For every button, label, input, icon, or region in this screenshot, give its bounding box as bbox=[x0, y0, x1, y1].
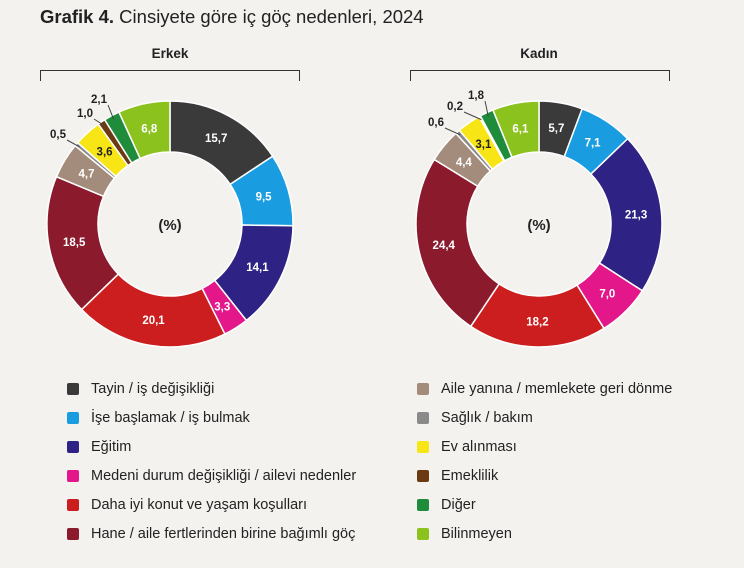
value-label-erkek-tayin-i-de-i-ikli-i: 15,7 bbox=[205, 133, 227, 145]
value-label-erkek-ev-al-nmas: 3,6 bbox=[97, 147, 113, 159]
bracket-erkek bbox=[40, 70, 300, 81]
legend-swatch bbox=[417, 411, 429, 424]
value-label-kadin-sa-l-k-bak-m: 0,6 bbox=[428, 117, 444, 129]
slice-kadin-hane-aile-fertlerinden-birine-ba-ml-g bbox=[415, 158, 501, 328]
legend-item-di-er: Diğer bbox=[417, 490, 672, 519]
value-label-erkek-di-er: 2,1 bbox=[91, 94, 108, 106]
value-label-kadin-daha-iyi-konut-ve-ya-am-ko-ullar: 18,2 bbox=[526, 316, 548, 328]
legend-label: Bilinmeyen bbox=[441, 525, 512, 542]
value-label-erkek-hane-aile-fertlerinden-birine-ba-ml-g: 18,5 bbox=[63, 237, 86, 249]
legend-swatch bbox=[67, 411, 79, 424]
legend-item-daha-iyi-konut-ve-ya-am-ko-ullar: Daha iyi konut ve yaşam koşulları bbox=[67, 490, 356, 519]
value-label-kadin-i-e-ba-lamak-i-bulmak: 7,1 bbox=[585, 138, 602, 150]
legend-label: Ev alınması bbox=[441, 438, 517, 455]
value-label-kadin-di-er: 1,8 bbox=[468, 90, 485, 102]
chart-title-text: Cinsiyete göre iç göç nedenleri, 2024 bbox=[114, 6, 424, 27]
value-label-kadin-bilinmeyen: 6,1 bbox=[512, 123, 529, 135]
value-label-erkek-bilinmeyen: 6,8 bbox=[141, 124, 158, 136]
value-label-erkek-sa-l-k-bak-m: 0,5 bbox=[50, 129, 67, 141]
legend-swatch bbox=[417, 469, 429, 482]
chart-title-bold: Grafik 4. bbox=[40, 6, 115, 27]
legend-swatch bbox=[417, 440, 429, 453]
legend-swatch bbox=[67, 469, 79, 482]
value-label-kadin-e-itim: 21,3 bbox=[625, 210, 647, 222]
value-label-erkek-aile-yan-na-memlekete-geri-d-nme: 4,7 bbox=[78, 169, 94, 181]
legend-item-medeni-durum-de-i-ikli-i-ailevi-nedenler: Medeni durum değişikliği / ailevi nedenl… bbox=[67, 461, 356, 490]
donut-chart-kadin: 5,7 7,1 21,3 7,0 18,2 24,4 4,4 0,6 3,1 0,2 1,8 6,1 (… bbox=[415, 90, 663, 348]
center-label-kadin: (%) bbox=[527, 217, 550, 234]
bracket-kadin bbox=[410, 70, 670, 81]
value-label-erkek-daha-iyi-konut-ve-ya-am-ko-ullar: 20,1 bbox=[142, 315, 165, 327]
legend-swatch bbox=[417, 498, 429, 511]
legend-item-i-e-ba-lamak-i-bulmak: İşe başlamak / iş bulmak bbox=[67, 403, 356, 432]
value-label-kadin-aile-yan-na-memlekete-geri-d-nme: 4,4 bbox=[456, 157, 473, 169]
legend-label: İşe başlamak / iş bulmak bbox=[91, 409, 250, 426]
legend-right: Aile yanına / memlekete geri dönme Sağlık… bbox=[417, 374, 672, 548]
legend-item-emeklilik: Emeklilik bbox=[417, 461, 672, 490]
value-label-kadin-emeklilik: 0,2 bbox=[447, 101, 463, 113]
leader-line-erkek-10 bbox=[107, 104, 115, 120]
legend-label: Diğer bbox=[441, 496, 476, 513]
chart-title: Grafik 4. Cinsiyete göre iç göç nedenler… bbox=[40, 6, 424, 28]
legend-swatch bbox=[67, 440, 79, 453]
slice-kadin-bilinmeyen bbox=[491, 100, 540, 159]
value-label-kadin-tayin-i-de-i-ikli-i: 5,7 bbox=[548, 123, 564, 135]
legend-label: Medeni durum değişikliği / ailevi nedenl… bbox=[91, 467, 357, 484]
value-label-erkek-i-e-ba-lamak-i-bulmak: 9,5 bbox=[256, 192, 273, 204]
legend-left: Tayin / iş değişikliği İşe başlamak / iş … bbox=[67, 374, 356, 548]
chart-label-kadin: Kadın bbox=[520, 46, 558, 61]
legend-label: Aile yanına / memlekete geri dönme bbox=[441, 380, 673, 397]
leader-line-kadin-10 bbox=[484, 100, 489, 117]
legend-label: Daha iyi konut ve yaşam koşulları bbox=[91, 496, 307, 513]
legend-swatch bbox=[67, 498, 79, 511]
legend-item-e-itim: Eğitim bbox=[67, 432, 356, 461]
legend-item-aile-yan-na-memlekete-geri-d-nme: Aile yanına / memlekete geri dönme bbox=[417, 374, 672, 403]
legend-item-tayin-i-de-i-ikli-i: Tayin / iş değişikliği bbox=[67, 374, 356, 403]
value-label-erkek-medeni-durum-de-i-ikli-i-ailevi-nedenler: 3,3 bbox=[214, 301, 230, 313]
donut-chart-erkek: 15,7 9,5 14,1 3,3 20,1 18,5 4,7 0,5 3,6 1,0 2,1 6,8… bbox=[46, 94, 294, 348]
slice-erkek-bilinmeyen bbox=[117, 100, 171, 160]
legend-swatch bbox=[417, 382, 429, 395]
chart-label-erkek: Erkek bbox=[151, 46, 189, 61]
legend-item-sa-l-k-bak-m: Sağlık / bakım bbox=[417, 403, 672, 432]
center-label-erkek: (%) bbox=[158, 217, 181, 234]
legend-label: Hane / aile fertlerinden birine bağımlı … bbox=[91, 525, 356, 542]
value-label-kadin-medeni-durum-de-i-ikli-i-ailevi-nedenler: 7,0 bbox=[599, 289, 615, 301]
value-label-erkek-e-itim: 14,1 bbox=[246, 262, 269, 274]
legend-item-ev-al-nmas: Ev alınması bbox=[417, 432, 672, 461]
legend-label: Tayin / iş değişikliği bbox=[91, 380, 215, 397]
legend-label: Sağlık / bakım bbox=[441, 409, 533, 426]
value-label-kadin-ev-al-nmas: 3,1 bbox=[475, 139, 492, 151]
value-label-kadin-hane-aile-fertlerinden-birine-ba-ml-g: 24,4 bbox=[433, 240, 456, 252]
leader-line-kadin-9 bbox=[463, 111, 482, 121]
legend-swatch bbox=[67, 382, 79, 395]
legend-label: Emeklilik bbox=[441, 467, 499, 484]
legend-swatch bbox=[67, 527, 79, 540]
legend-item-bilinmeyen: Bilinmeyen bbox=[417, 519, 672, 548]
leader-line-kadin-7 bbox=[444, 127, 461, 136]
leader-line-erkek-9 bbox=[93, 118, 104, 126]
legend-swatch bbox=[417, 527, 429, 540]
legend-item-hane-aile-fertlerinden-birine-ba-ml-g: Hane / aile fertlerinden birine bağımlı … bbox=[67, 519, 356, 548]
leader-line-erkek-7 bbox=[66, 139, 80, 148]
value-label-erkek-emeklilik: 1,0 bbox=[77, 108, 93, 120]
legend-label: Eğitim bbox=[91, 438, 132, 455]
